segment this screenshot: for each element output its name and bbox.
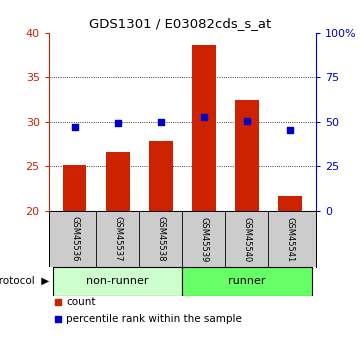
Text: GSM45537: GSM45537: [113, 216, 122, 262]
Text: protocol  ▶: protocol ▶: [0, 276, 49, 286]
Bar: [278, 196, 302, 211]
Bar: [235, 100, 259, 211]
Text: percentile rank within the sample: percentile rank within the sample: [66, 314, 242, 324]
Point: [287, 127, 293, 133]
Bar: [53, 267, 182, 296]
Text: GSM45541: GSM45541: [286, 217, 295, 262]
Point: [115, 120, 121, 126]
Text: non-runner: non-runner: [86, 276, 149, 286]
Point: [201, 115, 207, 120]
Text: runner: runner: [228, 276, 266, 286]
Point: [158, 119, 164, 125]
Bar: [192, 45, 216, 211]
Text: GSM45539: GSM45539: [199, 217, 208, 262]
Text: count: count: [66, 297, 96, 307]
Text: GDS1301 / E03082cds_s_at: GDS1301 / E03082cds_s_at: [90, 17, 271, 30]
Bar: [63, 165, 86, 211]
Point: [72, 125, 78, 130]
Text: GSM45538: GSM45538: [156, 216, 165, 262]
Bar: [106, 152, 130, 211]
Text: GSM45540: GSM45540: [243, 217, 251, 262]
Point: [55, 299, 61, 305]
Bar: [182, 267, 312, 296]
Bar: [149, 141, 173, 211]
Point: [55, 317, 61, 322]
Text: GSM45536: GSM45536: [70, 216, 79, 262]
Point: [244, 118, 250, 124]
